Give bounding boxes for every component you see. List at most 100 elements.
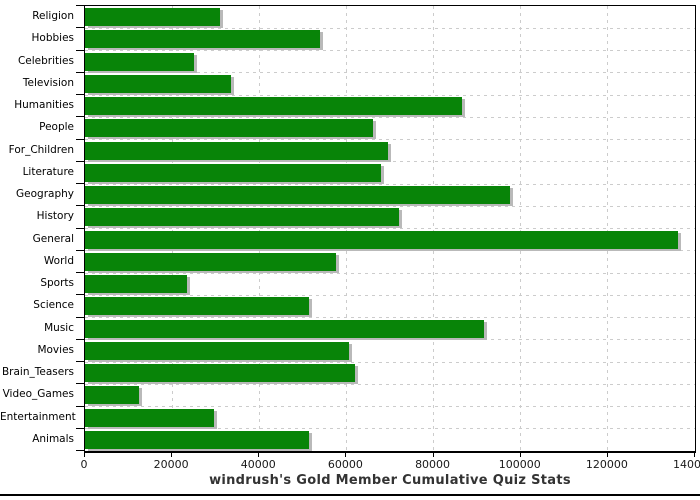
bar-humanities [85, 97, 462, 115]
y-axis-tick [76, 405, 84, 407]
plot-area [84, 5, 696, 453]
x-axis-tick [84, 452, 85, 457]
bar-for-children [85, 141, 388, 160]
y-label-religion: Religion [32, 10, 74, 23]
horizontal-gridline [85, 406, 695, 407]
x-axis-tick [606, 452, 608, 457]
y-axis-tick [76, 71, 84, 73]
horizontal-gridline [85, 383, 695, 385]
y-axis-tick [76, 294, 84, 296]
x-label-0: 0 [80, 458, 88, 471]
bar-sports [85, 275, 188, 293]
x-label-140000: 140000 [673, 458, 700, 471]
bar-television [85, 74, 231, 93]
y-label-brain-teasers: Brain_Teasers [1, 366, 74, 379]
horizontal-gridline [85, 294, 695, 296]
y-label-general: General [32, 232, 74, 245]
bar-hobbies [85, 30, 321, 49]
x-axis-tick [345, 452, 347, 457]
chart-title: windrush's Gold Member Cumulative Quiz S… [209, 473, 571, 488]
horizontal-gridline [85, 27, 695, 29]
x-axis-tick [432, 452, 434, 457]
y-label-literature: Literature [22, 165, 74, 178]
x-label-60000: 60000 [327, 458, 363, 471]
horizontal-gridline [85, 317, 695, 318]
horizontal-gridline [85, 72, 695, 74]
y-axis-tick [76, 160, 84, 162]
y-axis-tick [76, 94, 84, 95]
window-bottom-edge [0, 494, 700, 496]
y-label-history: History [36, 210, 74, 223]
y-label-sports: Sports [40, 277, 74, 290]
horizontal-gridline [85, 339, 695, 341]
bar-religion [85, 8, 221, 26]
y-axis-tick [76, 227, 84, 229]
y-axis-tick [76, 27, 84, 29]
horizontal-gridline [85, 94, 695, 96]
bar-celebrities [85, 52, 194, 71]
y-axis-tick [76, 427, 84, 429]
y-label-hobbies: Hobbies [31, 32, 75, 45]
y-label-celebrities: Celebrities [17, 54, 74, 67]
horizontal-gridline [85, 183, 695, 185]
bar-people [85, 119, 373, 138]
y-axis-tick [76, 138, 84, 140]
bar-entertainment [85, 408, 214, 427]
x-label-20000: 20000 [153, 458, 189, 471]
bar-animals [85, 430, 310, 449]
y-label-humanities: Humanities [14, 99, 74, 112]
y-axis-tick [76, 116, 84, 118]
y-label-animals: Animals [32, 432, 74, 445]
y-label-video-games: Video_Games [2, 388, 74, 401]
bar-movies [85, 341, 349, 360]
y-axis-tick [76, 49, 84, 51]
bar-general [85, 230, 678, 249]
y-axis-tick [76, 249, 84, 251]
y-axis-tick [76, 361, 84, 362]
y-label-geography: Geography [16, 188, 74, 201]
y-label-science: Science [33, 299, 74, 312]
x-label-120000: 120000 [585, 458, 628, 471]
bar-video-games [85, 386, 140, 405]
bar-music [85, 319, 484, 338]
y-label-movies: Movies [37, 343, 74, 356]
horizontal-gridline [85, 428, 695, 430]
x-label-100000: 100000 [498, 458, 541, 471]
x-label-80000: 80000 [415, 458, 451, 471]
bar-world [85, 252, 336, 271]
x-axis-tick [694, 452, 695, 457]
horizontal-gridline [85, 361, 695, 363]
horizontal-gridline [85, 50, 695, 51]
horizontal-gridline [85, 228, 695, 229]
y-axis-tick [76, 338, 84, 340]
horizontal-gridline [85, 272, 695, 274]
y-label-music: Music [44, 321, 74, 334]
x-label-40000: 40000 [240, 458, 276, 471]
horizontal-gridline [85, 161, 695, 163]
bar-brain-teasers [85, 364, 356, 382]
y-axis-tick [76, 205, 84, 207]
y-axis-tick [76, 183, 84, 184]
y-axis-tick [76, 272, 84, 273]
bar-history [85, 208, 399, 227]
y-axis-tick [76, 316, 84, 318]
y-axis-tick [76, 450, 84, 451]
y-axis-tick [76, 5, 84, 6]
y-axis-tick [76, 383, 84, 385]
horizontal-gridline [85, 139, 695, 140]
x-axis-tick [258, 452, 260, 457]
y-label-world: World [43, 254, 74, 267]
bar-science [85, 297, 310, 316]
horizontal-gridline [85, 250, 695, 252]
x-axis-tick [171, 452, 173, 457]
y-label-for-children: For_Children [8, 143, 74, 156]
bar-literature [85, 163, 382, 182]
y-label-people: People [39, 121, 74, 134]
bar-geography [85, 186, 510, 204]
horizontal-gridline [85, 116, 695, 118]
x-axis-tick [519, 452, 521, 457]
horizontal-gridline [85, 205, 695, 207]
y-label-television: Television [22, 76, 74, 89]
y-label-entertainment: Entertainment [0, 410, 76, 423]
